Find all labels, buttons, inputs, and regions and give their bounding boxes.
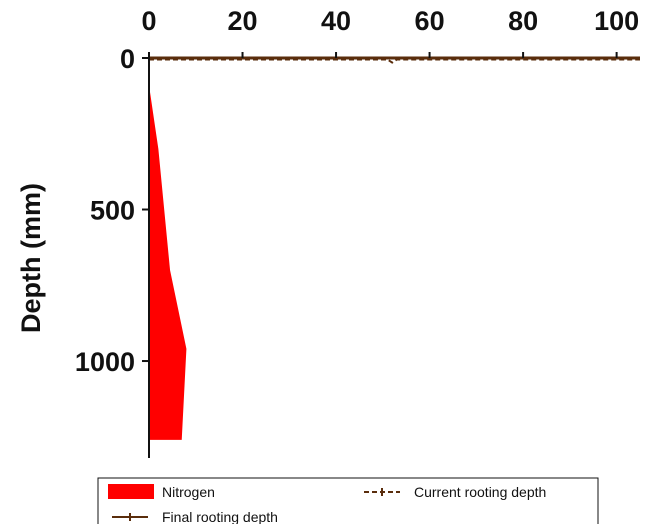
legend-label-final-rooting-depth: Final rooting depth	[162, 509, 278, 524]
y-axis-ticks: 0 500 1000	[75, 44, 149, 377]
legend-swatch-nitrogen	[108, 484, 154, 499]
x-tick-label: 80	[508, 6, 538, 36]
x-tick-label: 60	[415, 6, 445, 36]
x-tick-label: 40	[321, 6, 351, 36]
legend-label-nitrogen: Nitrogen	[162, 484, 215, 500]
legend-label-current-rooting-depth: Current rooting depth	[414, 484, 546, 500]
y-axis-title: Depth (mm)	[16, 183, 46, 333]
y-tick-label: 500	[90, 196, 135, 226]
current-rooting-depth-line	[149, 58, 640, 64]
x-axis-ticks: 0 20 40 60 80 100	[141, 6, 639, 58]
nitrogen-area	[149, 85, 187, 440]
legend: Nitrogen Current rooting depth Final rooti…	[97, 477, 599, 524]
y-tick-label: 0	[120, 44, 135, 74]
x-tick-label: 20	[228, 6, 258, 36]
axes: 0 20 40 60 80 100 0 500 1000 Depth (mm)	[16, 6, 639, 458]
y-tick-label: 1000	[75, 347, 135, 377]
x-tick-label: 0	[141, 6, 156, 36]
plot-area	[149, 56, 640, 440]
x-tick-label: 100	[594, 6, 639, 36]
legend-items: Nitrogen Current rooting depth Final rooti…	[108, 484, 546, 524]
legend-frame	[97, 477, 599, 524]
